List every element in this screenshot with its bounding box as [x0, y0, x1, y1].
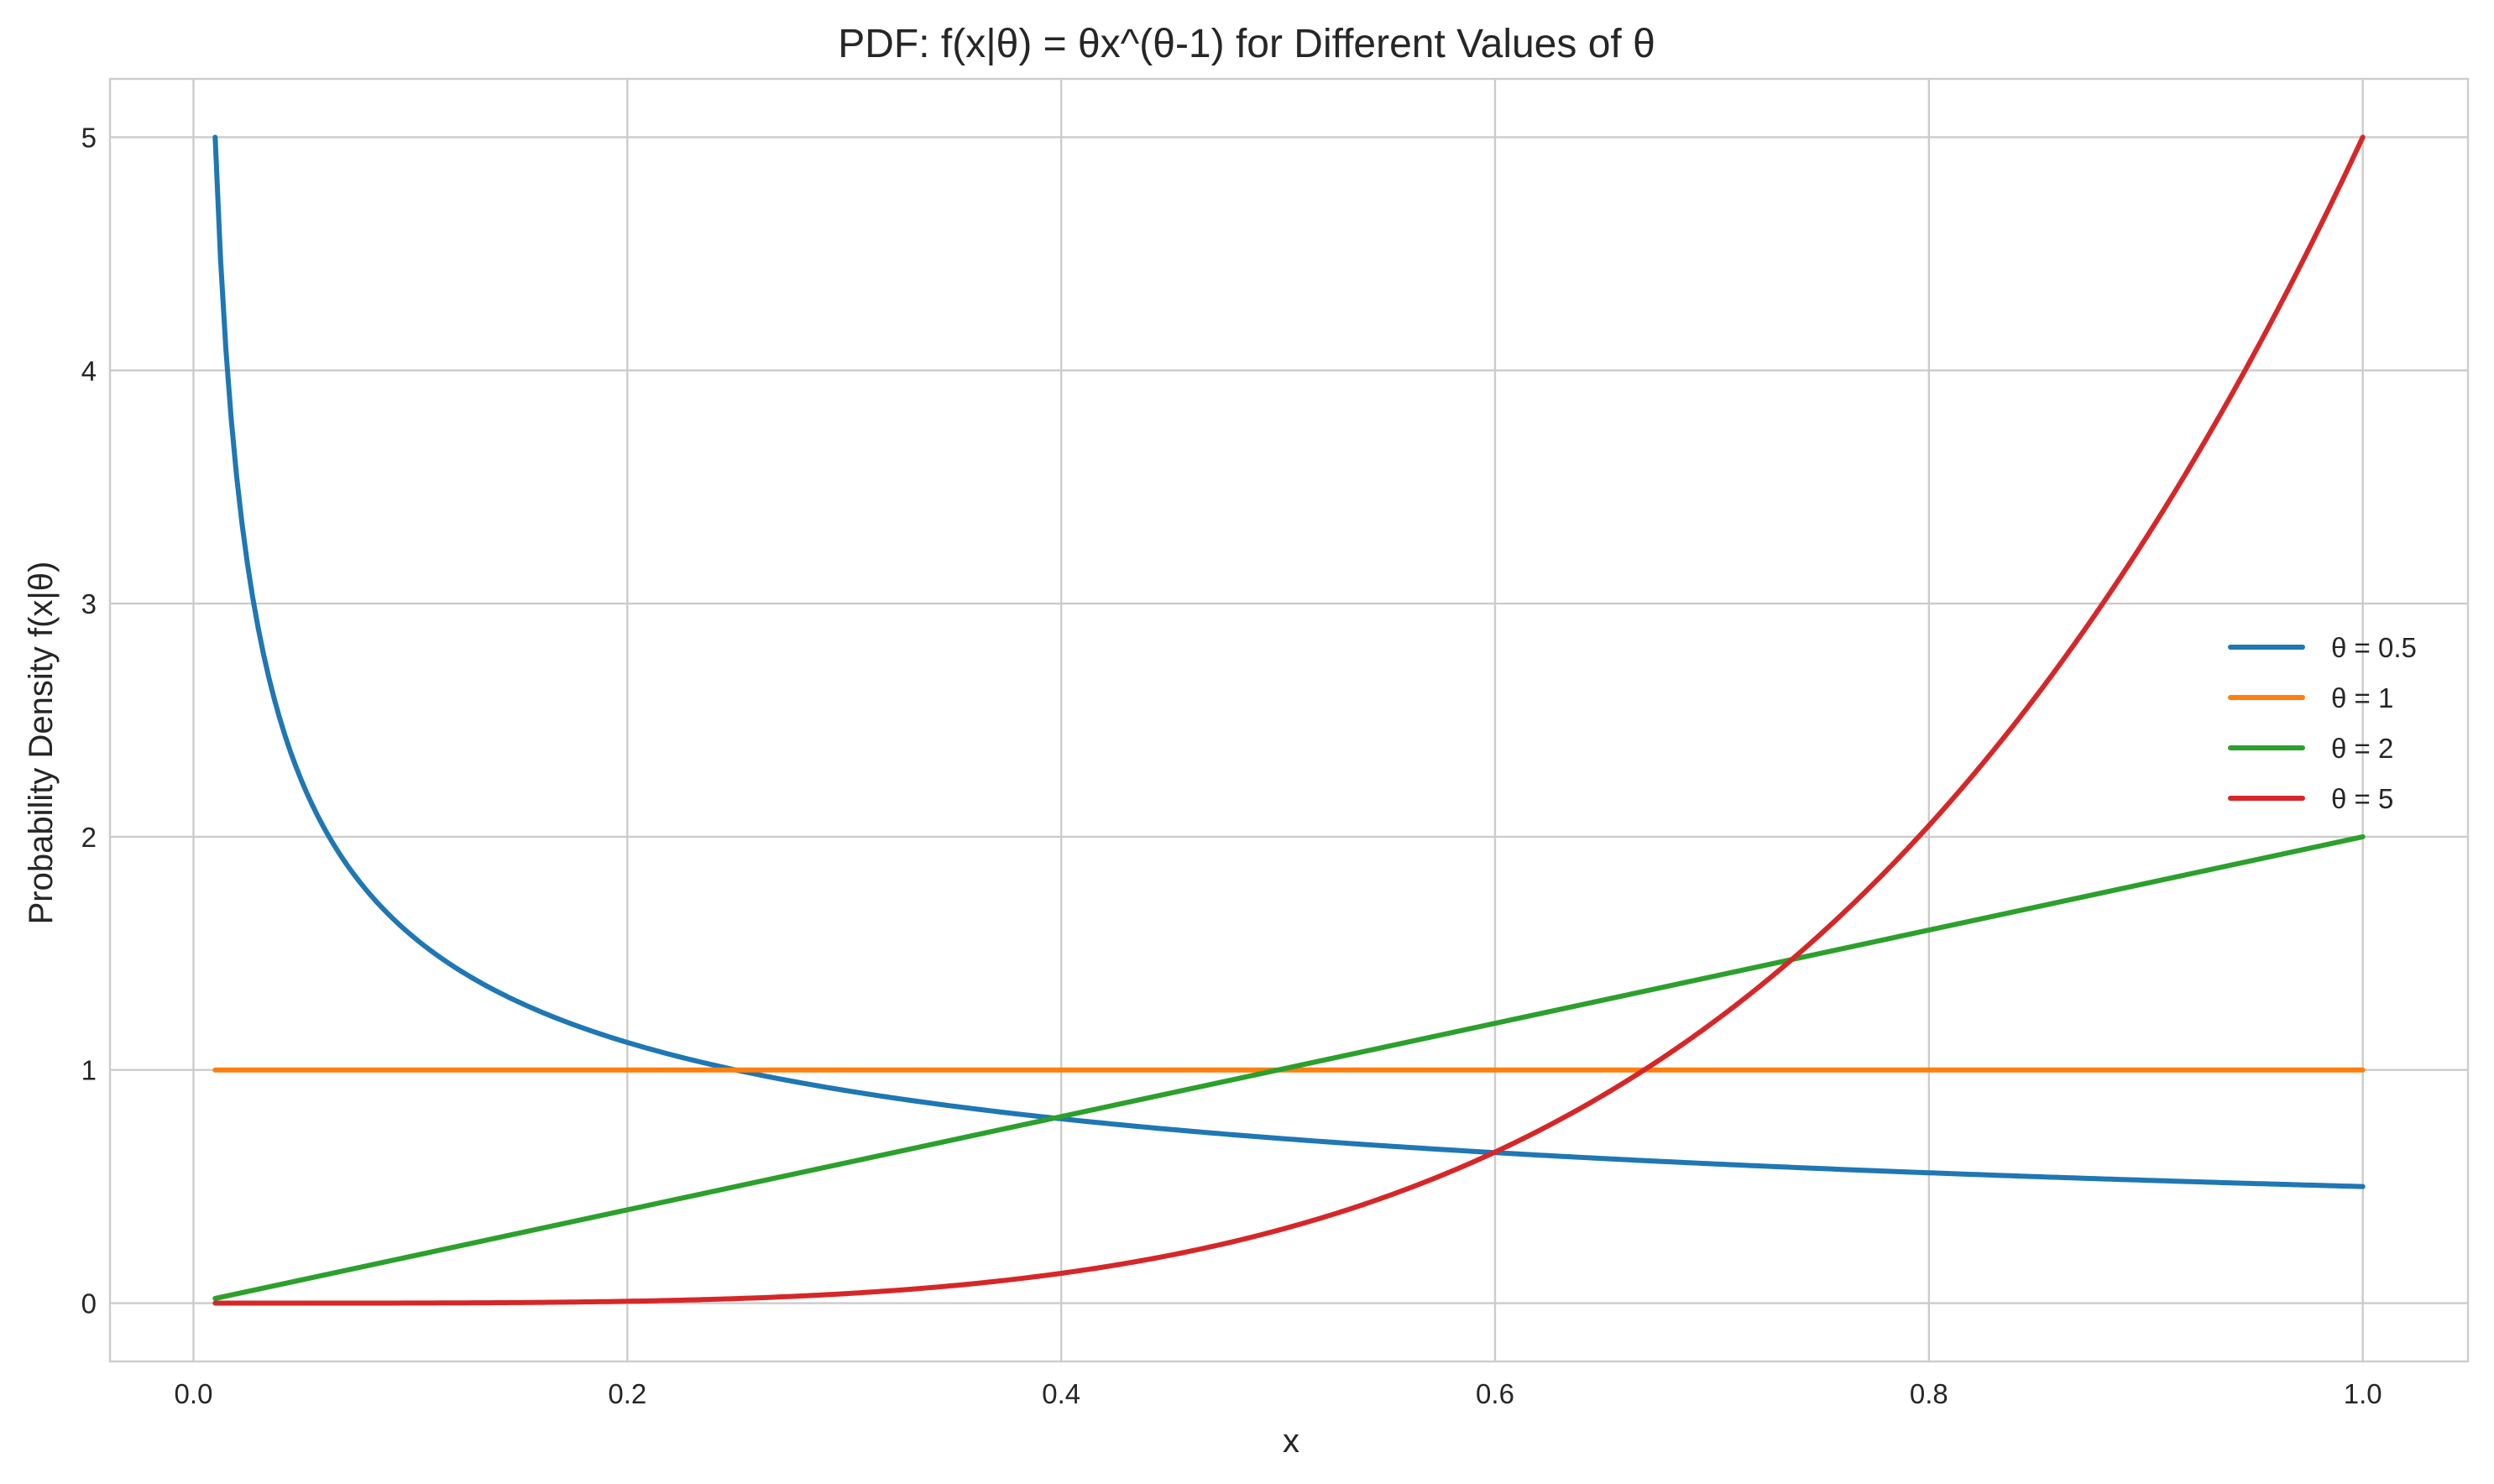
legend: θ = 0.5 θ = 1 θ = 2 θ = 5: [2228, 632, 2417, 814]
legend-label: θ = 2: [2331, 733, 2393, 764]
y-tick-label: 2: [81, 822, 97, 853]
y-tick-label: 4: [81, 355, 97, 386]
plot-frame: [108, 77, 2470, 1363]
y-tick-label: 0: [81, 1288, 97, 1319]
x-tick-label: 0.4: [1042, 1378, 1080, 1409]
x-axis-label: x: [1283, 1423, 1299, 1460]
y-tick-labels: 0 1 2 3 4 5: [81, 122, 97, 1319]
y-tick-label: 1: [81, 1055, 97, 1086]
legend-label: θ = 0.5: [2331, 632, 2417, 663]
legend-label: θ = 1: [2331, 682, 2393, 713]
series-line-theta-5: [212, 134, 2366, 1306]
series-lines: [212, 134, 2366, 1306]
x-tick-label: 0.2: [608, 1378, 646, 1409]
legend-label: θ = 5: [2331, 783, 2393, 814]
chart-title: PDF: f(x|θ) = θx^(θ-1) for Different Val…: [838, 22, 1655, 66]
y-tick-label: 5: [81, 122, 97, 153]
x-tick-label: 0.6: [1476, 1378, 1514, 1409]
series-line-theta-2: [212, 833, 2366, 1301]
x-tick-labels: 0.0 0.2 0.4 0.6 0.8 1.0: [175, 1378, 2382, 1409]
x-tick-label: 1.0: [2344, 1378, 2382, 1409]
x-tick-label: 0.8: [1910, 1378, 1948, 1409]
series-line-theta-0-5: [212, 134, 2366, 1189]
y-tick-label: 3: [81, 588, 97, 619]
x-tick-label: 0.0: [175, 1378, 213, 1409]
y-axis-label: Probability Density f(x|θ): [23, 562, 60, 925]
